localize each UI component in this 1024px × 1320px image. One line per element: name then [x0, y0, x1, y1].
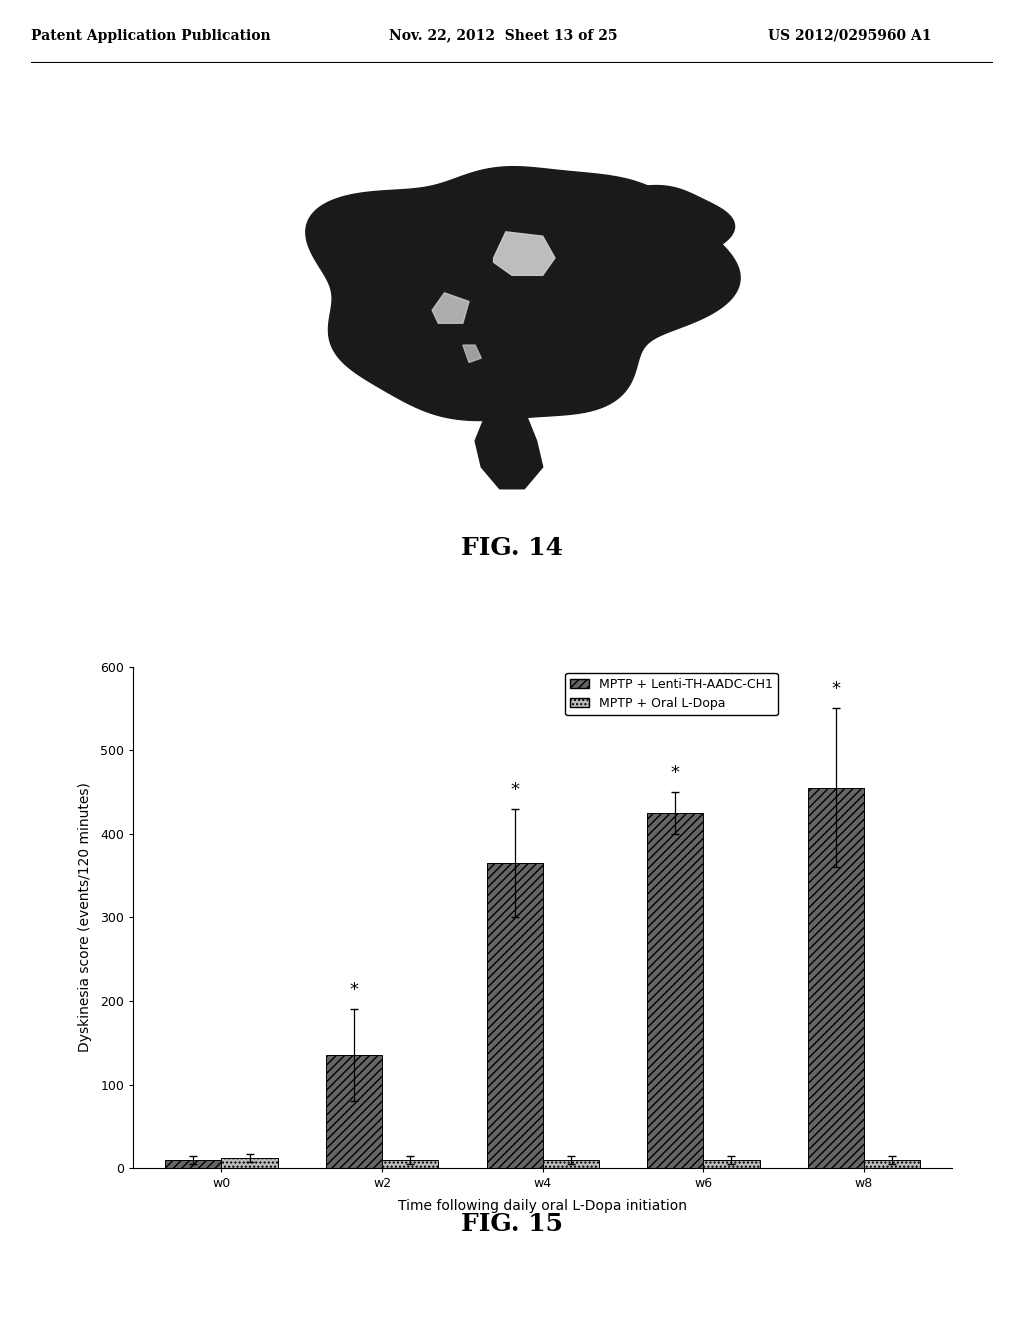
- Text: *: *: [831, 680, 841, 698]
- Polygon shape: [306, 166, 740, 421]
- X-axis label: Time following daily oral L-Dopa initiation: Time following daily oral L-Dopa initiat…: [398, 1199, 687, 1213]
- Text: FIG. 14: FIG. 14: [461, 536, 563, 560]
- Bar: [486, 863, 543, 1168]
- Polygon shape: [567, 186, 734, 282]
- Bar: [808, 788, 864, 1168]
- Bar: [864, 1160, 921, 1168]
- Bar: [326, 1056, 382, 1168]
- Polygon shape: [494, 232, 555, 276]
- Bar: [647, 813, 703, 1168]
- Text: *: *: [510, 780, 519, 799]
- Polygon shape: [475, 411, 543, 488]
- Text: Patent Application Publication: Patent Application Publication: [31, 29, 270, 42]
- Legend: MPTP + Lenti-TH-AADC-CH1, MPTP + Oral L-Dopa: MPTP + Lenti-TH-AADC-CH1, MPTP + Oral L-…: [565, 673, 778, 715]
- Text: FIG. 15: FIG. 15: [461, 1212, 563, 1237]
- Text: Nov. 22, 2012  Sheet 13 of 25: Nov. 22, 2012 Sheet 13 of 25: [389, 29, 617, 42]
- Text: *: *: [349, 981, 358, 999]
- Bar: [382, 1160, 438, 1168]
- Text: US 2012/0295960 A1: US 2012/0295960 A1: [768, 29, 932, 42]
- Bar: [703, 1160, 760, 1168]
- Bar: [165, 1160, 221, 1168]
- Polygon shape: [463, 345, 481, 363]
- Y-axis label: Dyskinesia score (events/120 minutes): Dyskinesia score (events/120 minutes): [78, 783, 92, 1052]
- Text: *: *: [671, 764, 680, 781]
- Polygon shape: [432, 293, 469, 323]
- Bar: [543, 1160, 599, 1168]
- Polygon shape: [327, 202, 441, 293]
- Bar: [221, 1158, 278, 1168]
